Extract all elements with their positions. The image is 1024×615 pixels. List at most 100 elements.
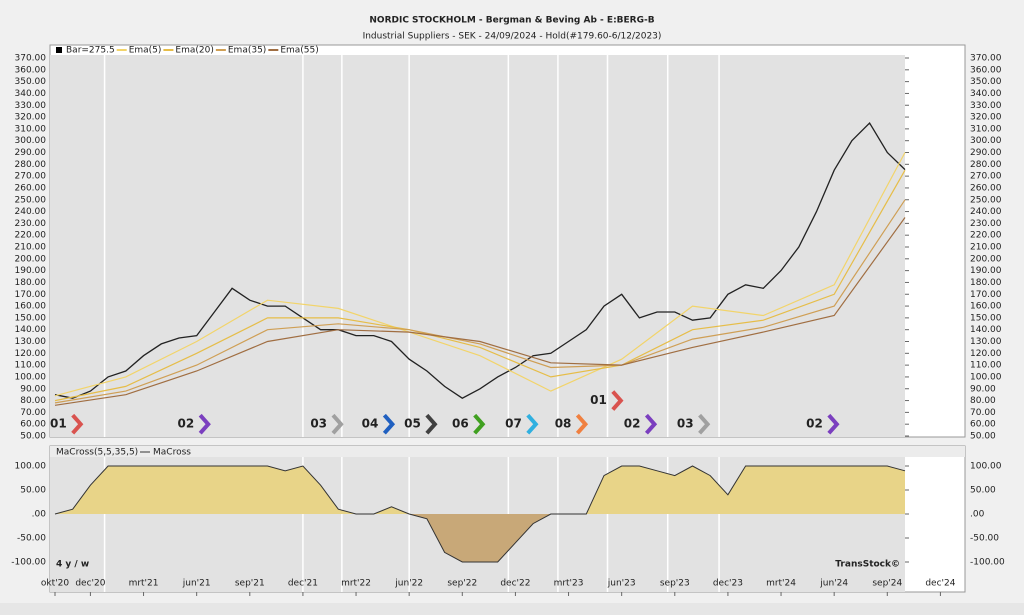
x-tick-label: mrt'22 [341, 579, 371, 589]
scrollbar[interactable] [0, 603, 1024, 615]
signal-label: 02 [624, 417, 641, 431]
period-label: 4 y / w [56, 560, 89, 570]
y2-tick-label: 50.00 [970, 432, 996, 442]
y2-tick-label: 280.00 [970, 160, 1002, 170]
y2-tick-label: 360.00 [970, 65, 1002, 75]
y2-tick-label: 250.00 [970, 195, 1002, 205]
signal-chevron [71, 413, 84, 435]
legend-label: Ema(55) [280, 46, 318, 56]
y2-tick-label: 370.00 [970, 54, 1002, 64]
y2-tick-label: 110.00 [970, 361, 1002, 371]
x-tick-label: okt'20 [41, 579, 69, 589]
macross-line [54, 465, 906, 563]
y2-tick-label: 300.00 [970, 136, 1002, 146]
signal-chevron [698, 413, 711, 435]
signal-chevron [611, 390, 624, 411]
signal-label: 04 [362, 417, 379, 431]
signal-label: 05 [404, 417, 421, 431]
macross-title: MaCross(5,5,35,5) [56, 448, 138, 458]
y-tick-label: 140.00 [15, 325, 47, 335]
y2-tick-label: 320.00 [970, 113, 1002, 123]
y-tick-label: 190.00 [15, 266, 47, 276]
y2-tick-label: 200.00 [970, 254, 1002, 264]
y2-tick-label: .00 [970, 510, 985, 520]
y2-tick-label: 290.00 [970, 148, 1002, 158]
y2-tick-label: -50.00 [970, 534, 999, 544]
y2-tick-label: 100.00 [970, 462, 1002, 472]
x-tick-label: sep'21 [235, 579, 265, 589]
y2-tick-label: 330.00 [970, 101, 1002, 111]
x-tick-label: mrt'21 [129, 579, 159, 589]
signal-chevron [425, 413, 438, 435]
x-tick-label: mrt'24 [766, 579, 796, 589]
y2-tick-label: 90.00 [970, 384, 996, 394]
x-tick-label: sep'23 [660, 579, 690, 589]
macross-header [50, 446, 965, 457]
y-tick-label: 210.00 [15, 243, 47, 253]
y-tick-label: .00 [32, 510, 47, 520]
y-tick-label: 90.00 [20, 384, 46, 394]
y-tick-label: 120.00 [15, 349, 47, 359]
y-tick-label: 70.00 [20, 408, 46, 418]
y-tick-label: 180.00 [15, 278, 47, 288]
macross-legend: MaCross [153, 448, 191, 458]
x-tick-label: dec'21 [288, 579, 318, 589]
legend-label: Ema(20) [175, 46, 213, 56]
y2-tick-label: 220.00 [970, 231, 1002, 241]
x-tick-label: sep'24 [872, 579, 902, 589]
area-negative [55, 514, 905, 562]
y-tick-label: 370.00 [15, 54, 47, 64]
y2-tick-label: 170.00 [970, 290, 1002, 300]
y2-tick-label: 350.00 [970, 77, 1002, 87]
x-tick-label: jun'21 [182, 579, 211, 589]
y-tick-label: -50.00 [17, 534, 46, 544]
x-tick-label: dec'22 [500, 579, 530, 589]
signal-chevron [331, 413, 344, 435]
legend-label: Ema(35) [228, 46, 266, 56]
ema-line [54, 169, 906, 402]
x-tick-label: jun'24 [819, 579, 848, 589]
y-tick-label: 260.00 [15, 183, 47, 193]
y-tick-label: 100.00 [15, 462, 47, 472]
ema-line [54, 217, 906, 406]
y2-tick-label: 260.00 [970, 183, 1002, 193]
signal-label: 03 [677, 417, 694, 431]
brand: TransStock© [835, 560, 900, 570]
signal-label: 06 [452, 417, 469, 431]
x-tick-label: sep'22 [447, 579, 477, 589]
x-tick-label: dec'24 [925, 579, 955, 589]
signal-label: 01 [590, 393, 607, 407]
y-tick-label: 360.00 [15, 65, 47, 75]
y2-tick-label: 150.00 [970, 313, 1002, 323]
y2-tick-label: 340.00 [970, 89, 1002, 99]
chart-subtitle: Industrial Suppliers - SEK - 24/09/2024 … [363, 32, 662, 42]
signal-label: 07 [505, 417, 522, 431]
y-tick-label: 100.00 [15, 372, 47, 382]
y-tick-label: 290.00 [15, 148, 47, 158]
signal-chevron [827, 413, 840, 435]
y-tick-label: 80.00 [20, 396, 46, 406]
y-tick-label: 350.00 [15, 77, 47, 87]
signal-label: 03 [310, 417, 327, 431]
y-tick-label: 330.00 [15, 101, 47, 111]
y2-tick-label: 100.00 [970, 372, 1002, 382]
y2-tick-label: 60.00 [970, 420, 996, 430]
ema-line [54, 199, 906, 404]
y-tick-label: 340.00 [15, 89, 47, 99]
signal-label: 01 [50, 417, 67, 431]
y2-tick-label: 120.00 [970, 349, 1002, 359]
y2-tick-label: 230.00 [970, 219, 1002, 229]
legend-swatch [56, 47, 62, 53]
ema-line [54, 152, 906, 397]
x-tick-label: dec'20 [75, 579, 105, 589]
y-tick-label: 220.00 [15, 231, 47, 241]
y-tick-label: 200.00 [15, 254, 47, 264]
y-tick-label: 240.00 [15, 207, 47, 217]
signal-chevron [644, 413, 658, 435]
signal-chevron [473, 413, 486, 435]
price-line [54, 121, 906, 399]
y-tick-label: 50.00 [20, 432, 46, 442]
y-tick-label: 150.00 [15, 313, 47, 323]
y-tick-label: -100.00 [11, 558, 46, 568]
